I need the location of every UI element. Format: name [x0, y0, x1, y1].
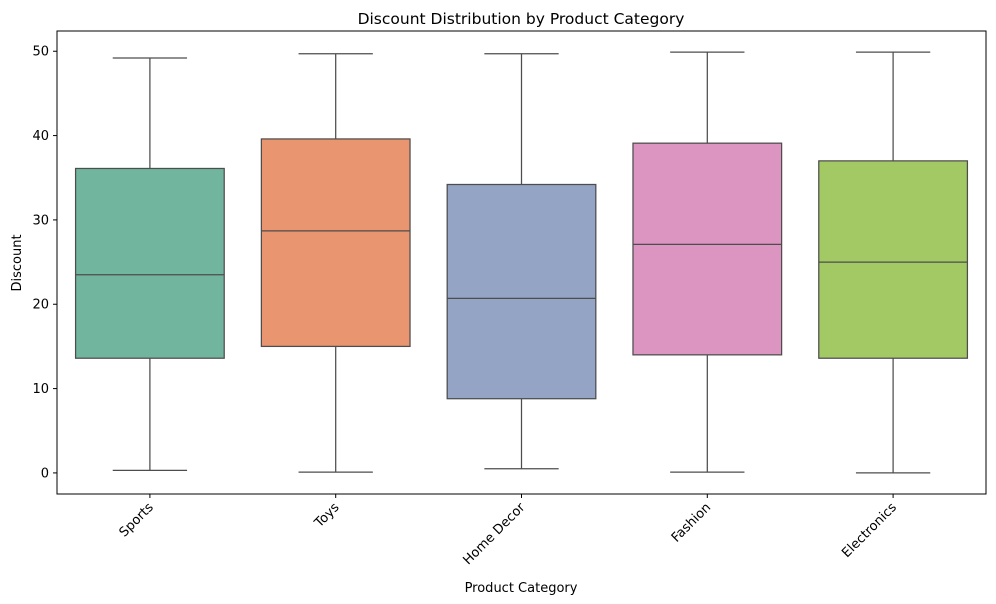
y-tick-label: 30	[32, 213, 49, 228]
y-axis-title: Discount	[10, 234, 25, 291]
box-iqr	[446, 183, 597, 400]
x-tick-label: Home Decor	[460, 500, 528, 568]
box-group-0	[74, 57, 225, 472]
box-group-1	[260, 53, 411, 473]
x-axis: Sports Toys Home Decor Fashion Electronics	[117, 494, 900, 568]
y-tick-label: 40	[32, 129, 49, 144]
y-tick-label: 20	[32, 298, 49, 313]
y-tick-label: 10	[32, 382, 49, 397]
box-iqr	[74, 167, 225, 359]
chart-title: Discount Distribution by Product Categor…	[358, 10, 685, 28]
x-tick-label: Electronics	[839, 500, 900, 561]
box-group-4	[818, 51, 969, 474]
boxes-layer	[74, 51, 969, 474]
x-tick-label: Sports	[117, 500, 157, 540]
y-axis: 0 10 20 30 40 50	[32, 45, 57, 481]
x-tick-label: Toys	[311, 500, 342, 531]
box-iqr	[632, 142, 783, 356]
box-group-3	[632, 51, 783, 473]
box-group-2	[446, 53, 597, 470]
box-iqr	[818, 160, 969, 359]
x-tick-label: Fashion	[669, 500, 714, 545]
y-tick-label: 0	[41, 466, 49, 481]
box-iqr	[260, 138, 411, 348]
x-axis-title: Product Category	[465, 581, 578, 596]
y-tick-label: 50	[32, 45, 49, 60]
